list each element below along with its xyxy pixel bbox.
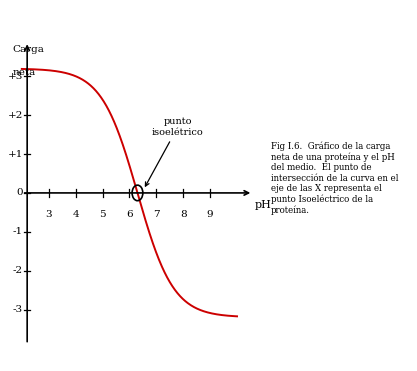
Text: -1: -1 bbox=[13, 227, 23, 236]
Text: 3: 3 bbox=[45, 210, 52, 219]
Text: pH: pH bbox=[254, 200, 271, 210]
Text: Carga: Carga bbox=[13, 45, 44, 54]
Text: 5: 5 bbox=[99, 210, 106, 219]
Text: +2: +2 bbox=[8, 111, 23, 120]
Text: 7: 7 bbox=[153, 210, 160, 219]
Text: punto
isoelétrico: punto isoelétrico bbox=[146, 117, 204, 186]
Text: 0: 0 bbox=[17, 188, 23, 197]
Text: neta: neta bbox=[13, 68, 35, 77]
Text: Fig I.6.  Gráfico de la carga
neta de una proteína y el pH
del medio.  El punto : Fig I.6. Gráfico de la carga neta de una… bbox=[271, 141, 399, 215]
Text: 9: 9 bbox=[207, 210, 214, 219]
Text: 8: 8 bbox=[180, 210, 186, 219]
Text: -2: -2 bbox=[13, 266, 23, 275]
Text: -3: -3 bbox=[13, 305, 23, 314]
Text: 4: 4 bbox=[72, 210, 79, 219]
Text: +3: +3 bbox=[8, 72, 23, 81]
Text: 6: 6 bbox=[126, 210, 133, 219]
Text: +1: +1 bbox=[8, 150, 23, 158]
